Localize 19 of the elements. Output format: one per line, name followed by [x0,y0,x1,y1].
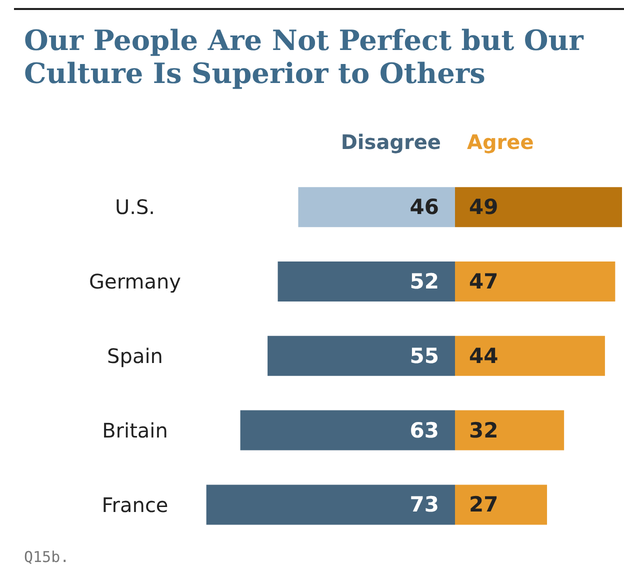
y-tick-label: U.S. [114,195,156,220]
data-label: 47 [469,270,498,294]
text: Q15b. [24,548,70,566]
y-tick-label: France [102,492,168,517]
y-tick-label: Spain [107,344,163,368]
series-label: Agree [467,130,534,154]
data-label: 73 [410,492,439,517]
data-label: 63 [410,418,439,442]
data-label: 27 [469,492,498,517]
data-label: 44 [469,344,498,368]
y-tick-label: Britain [102,418,168,442]
data-label: 55 [410,344,439,368]
chart-title: Our People Are Not Perfect but Our Culture Is Superior to Others [24,24,585,90]
series-label: Disagree [340,130,441,154]
data-label: 52 [410,270,439,294]
data-label: 46 [410,195,439,220]
data-label: 49 [469,195,498,220]
data-label: 32 [469,418,498,442]
y-tick-label: Germany [89,270,182,294]
